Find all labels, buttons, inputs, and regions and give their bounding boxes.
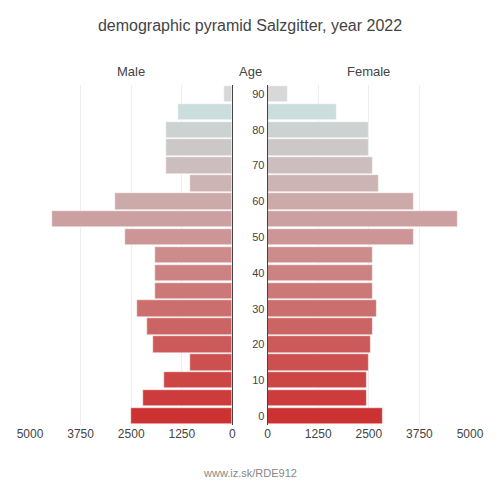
svg-text:Age: Age	[239, 64, 262, 79]
svg-text:5000: 5000	[17, 427, 44, 441]
svg-text:10: 10	[252, 374, 264, 386]
svg-text:demographic pyramid Salzgitter: demographic pyramid Salzgitter, year 202…	[98, 17, 402, 34]
svg-text:0: 0	[264, 427, 271, 441]
svg-text:1250: 1250	[168, 427, 195, 441]
svg-text:80: 80	[252, 124, 264, 136]
svg-text:3750: 3750	[67, 427, 94, 441]
svg-text:60: 60	[252, 195, 264, 207]
svg-text:90: 90	[252, 88, 264, 100]
svg-text:30: 30	[252, 303, 264, 315]
svg-text:0: 0	[229, 427, 236, 441]
svg-text:0: 0	[258, 410, 264, 422]
svg-text:Male: Male	[117, 64, 145, 79]
svg-text:2500: 2500	[118, 427, 145, 441]
svg-text:70: 70	[252, 159, 264, 171]
svg-text:Female: Female	[347, 64, 390, 79]
svg-text:1250: 1250	[305, 427, 332, 441]
svg-text:50: 50	[252, 231, 264, 243]
svg-text:40: 40	[252, 267, 264, 279]
svg-text:3750: 3750	[406, 427, 433, 441]
svg-text:www.iz.sk/RDE912: www.iz.sk/RDE912	[203, 467, 297, 479]
svg-text:5000: 5000	[457, 427, 484, 441]
svg-text:20: 20	[252, 338, 264, 350]
svg-text:2500: 2500	[355, 427, 382, 441]
